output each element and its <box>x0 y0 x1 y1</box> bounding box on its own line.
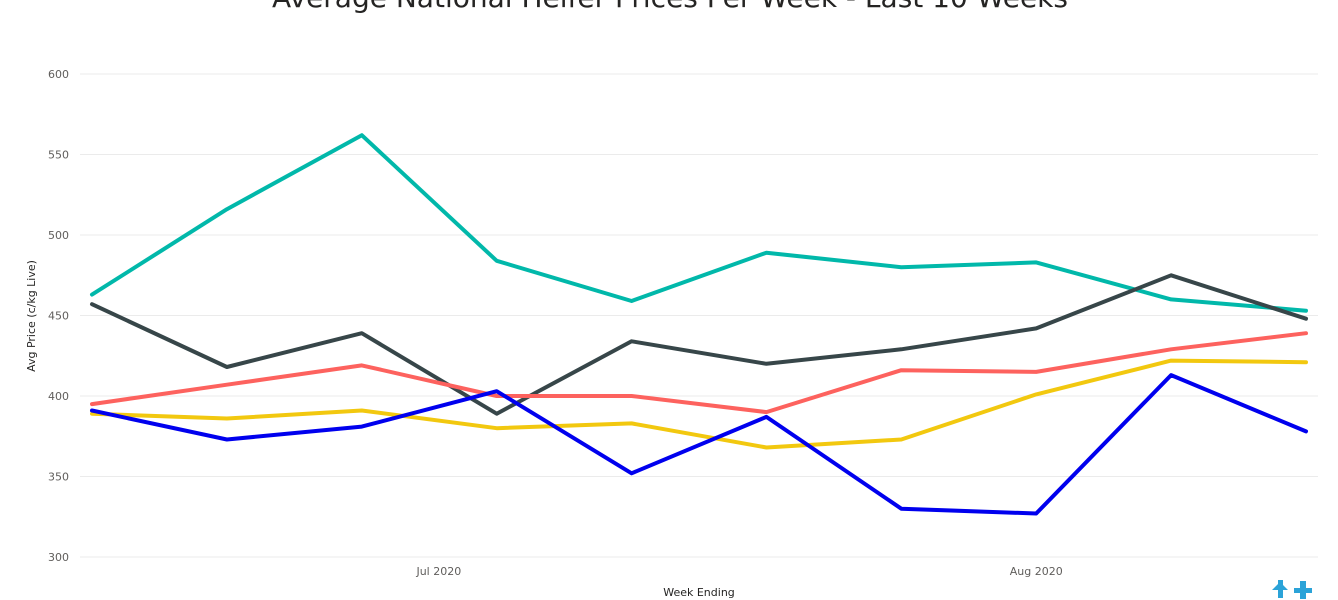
series-lines <box>90 133 1308 516</box>
gridlines <box>80 73 1318 558</box>
series-line-5 <box>90 373 1308 516</box>
series-line-2 <box>90 273 1308 416</box>
y-tick-label: 450 <box>48 310 69 323</box>
series-line-3 <box>90 331 1308 415</box>
series-line-1 <box>90 133 1308 313</box>
brand-logo-icon <box>1272 580 1312 599</box>
y-axis-ticks: 300 350 400 450 500 550 600 <box>48 68 69 564</box>
series-line-4 <box>90 358 1308 450</box>
x-tick-label: Aug 2020 <box>1010 565 1063 578</box>
y-tick-label: 350 <box>48 471 69 484</box>
y-tick-label: 400 <box>48 390 69 403</box>
y-tick-label: 500 <box>48 229 69 242</box>
chart-title: Average National Heifer Prices Per Week … <box>272 0 1068 14</box>
x-tick-label: Jul 2020 <box>415 565 461 578</box>
x-axis-ticks: Jul 2020 Aug 2020 <box>415 565 1062 578</box>
y-tick-label: 300 <box>48 551 69 564</box>
y-tick-label: 550 <box>48 149 69 162</box>
y-tick-label: 600 <box>48 68 69 81</box>
x-axis-title: Week Ending <box>663 586 735 599</box>
y-axis-title: Avg Price (c/kg Live) <box>25 260 38 372</box>
